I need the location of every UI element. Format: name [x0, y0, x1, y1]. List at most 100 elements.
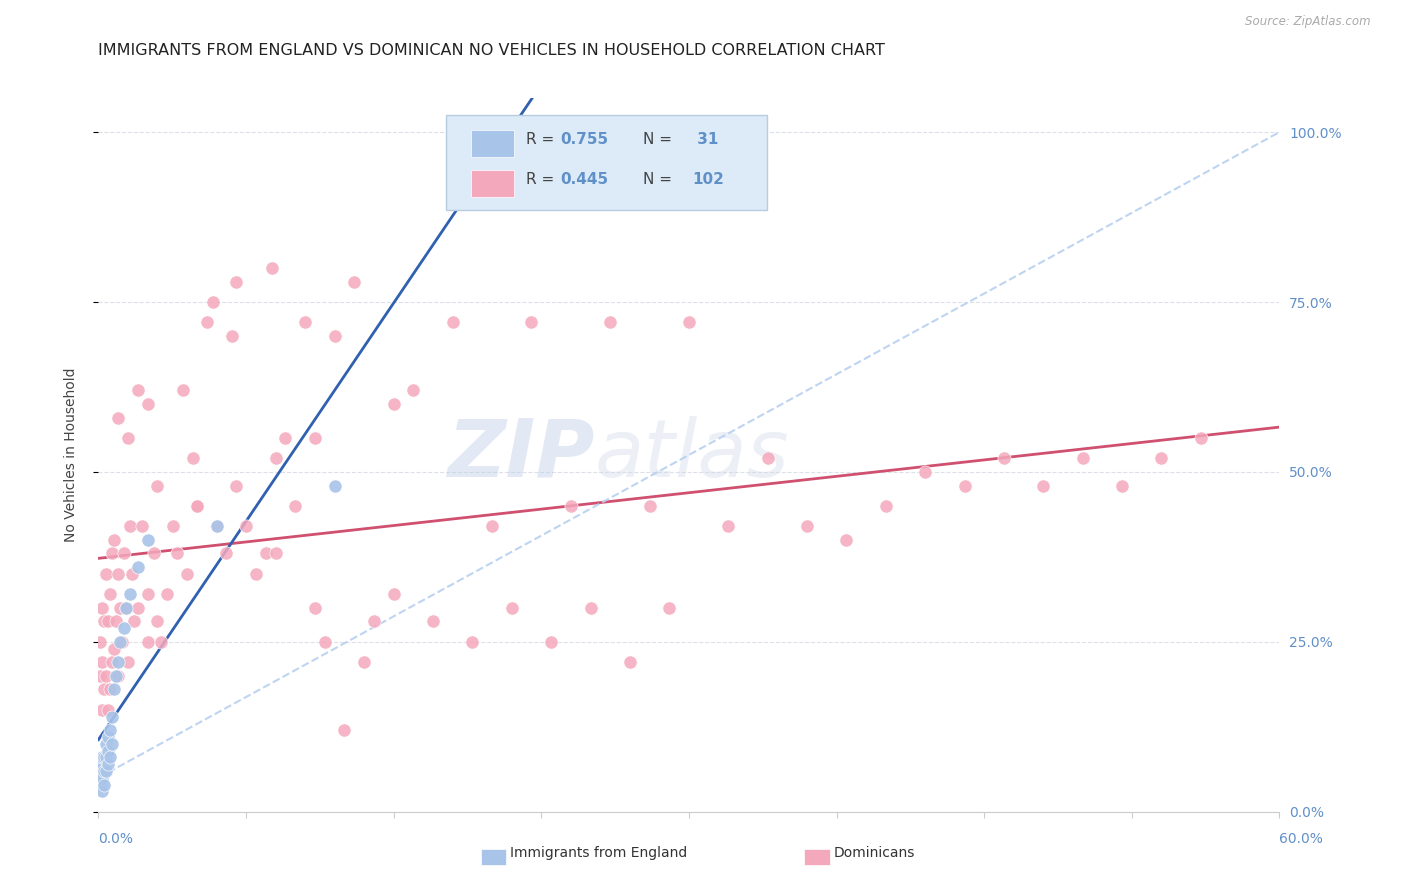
- Point: [875, 499, 897, 513]
- Point: [91, 784, 114, 798]
- Point: [91, 703, 114, 717]
- Point: [89, 764, 111, 778]
- Point: [382, 587, 405, 601]
- Point: [441, 315, 464, 329]
- Point: [1071, 451, 1094, 466]
- Text: atlas: atlas: [595, 416, 789, 494]
- Text: Immigrants from England: Immigrants from England: [510, 847, 688, 860]
- Point: [254, 546, 277, 560]
- Point: [112, 546, 135, 560]
- Point: [1111, 478, 1133, 492]
- Point: [108, 600, 131, 615]
- Point: [579, 600, 602, 615]
- Point: [122, 615, 145, 629]
- Point: [835, 533, 858, 547]
- Text: R =: R =: [526, 131, 560, 146]
- Y-axis label: No Vehicles in Household: No Vehicles in Household: [63, 368, 77, 542]
- Point: [993, 451, 1015, 466]
- Point: [93, 778, 115, 792]
- Point: [599, 315, 621, 329]
- Text: R =: R =: [526, 172, 560, 186]
- Point: [121, 566, 143, 581]
- Point: [97, 703, 120, 717]
- Point: [107, 655, 129, 669]
- Point: [105, 669, 128, 683]
- Point: [150, 635, 173, 649]
- Point: [91, 757, 114, 772]
- Point: [402, 384, 425, 398]
- Text: 102: 102: [692, 172, 724, 186]
- Point: [678, 315, 700, 329]
- Point: [96, 750, 118, 764]
- Point: [181, 451, 204, 466]
- Text: Source: ZipAtlas.com: Source: ZipAtlas.com: [1246, 15, 1371, 28]
- Point: [363, 615, 385, 629]
- Point: [1150, 451, 1173, 466]
- Point: [422, 615, 444, 629]
- Point: [93, 615, 115, 629]
- Point: [481, 519, 503, 533]
- Text: N =: N =: [643, 172, 678, 186]
- Point: [717, 519, 740, 533]
- Text: N =: N =: [643, 131, 678, 146]
- Point: [117, 431, 139, 445]
- Point: [156, 587, 179, 601]
- Point: [136, 397, 159, 411]
- Point: [186, 499, 208, 513]
- Point: [103, 533, 125, 547]
- Point: [658, 600, 681, 615]
- Point: [108, 635, 131, 649]
- Point: [105, 615, 128, 629]
- Point: [97, 743, 120, 757]
- Point: [333, 723, 356, 738]
- Point: [304, 431, 326, 445]
- Text: 0.755: 0.755: [560, 131, 609, 146]
- Point: [205, 519, 228, 533]
- Point: [195, 315, 218, 329]
- Point: [107, 410, 129, 425]
- Point: [98, 682, 121, 697]
- Point: [97, 730, 120, 744]
- Point: [118, 587, 141, 601]
- Point: [1032, 478, 1054, 492]
- Point: [101, 655, 124, 669]
- Point: [117, 655, 139, 669]
- Point: [225, 275, 247, 289]
- Text: 0.0%: 0.0%: [98, 832, 134, 846]
- Point: [1189, 431, 1212, 445]
- Point: [127, 384, 149, 398]
- Point: [107, 669, 129, 683]
- Text: 60.0%: 60.0%: [1279, 832, 1323, 846]
- Point: [96, 737, 118, 751]
- Point: [91, 771, 114, 785]
- Point: [91, 655, 114, 669]
- Point: [101, 546, 124, 560]
- Point: [274, 431, 297, 445]
- Point: [260, 260, 283, 275]
- Point: [146, 478, 169, 492]
- Point: [382, 397, 405, 411]
- Point: [264, 451, 287, 466]
- Point: [107, 566, 129, 581]
- Point: [127, 560, 149, 574]
- Point: [353, 655, 375, 669]
- Point: [98, 723, 121, 738]
- Point: [146, 615, 169, 629]
- Point: [136, 533, 159, 547]
- Point: [245, 566, 267, 581]
- Point: [201, 295, 224, 310]
- Point: [97, 757, 120, 772]
- Point: [96, 669, 118, 683]
- Text: ZIP: ZIP: [447, 416, 595, 494]
- Point: [91, 750, 114, 764]
- Point: [294, 315, 316, 329]
- Point: [221, 329, 243, 343]
- Point: [756, 451, 779, 466]
- Text: IMMIGRANTS FROM ENGLAND VS DOMINICAN NO VEHICLES IN HOUSEHOLD CORRELATION CHART: IMMIGRANTS FROM ENGLAND VS DOMINICAN NO …: [98, 43, 886, 58]
- Point: [96, 764, 118, 778]
- Point: [166, 546, 188, 560]
- Point: [343, 275, 366, 289]
- Point: [314, 635, 336, 649]
- Point: [89, 669, 111, 683]
- Point: [103, 682, 125, 697]
